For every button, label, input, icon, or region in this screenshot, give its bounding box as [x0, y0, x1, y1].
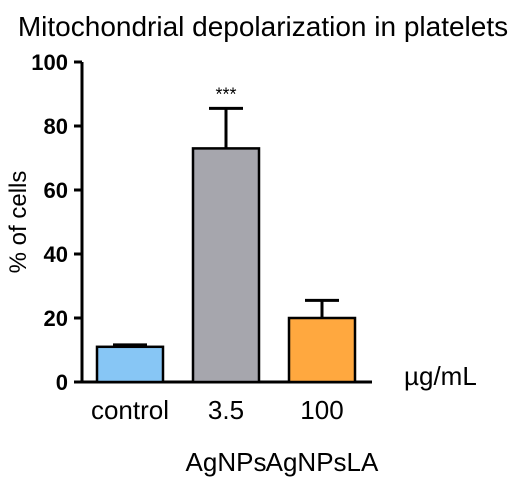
x-group-label: AgNPs [186, 447, 267, 477]
x-group-label: AgNPsLA [266, 447, 379, 477]
x-category-label: 100 [300, 395, 343, 425]
y-tick-label: 60 [44, 178, 68, 203]
significance-label: *** [215, 84, 236, 104]
y-tick-label: 0 [56, 370, 68, 395]
x-category-label: control [91, 395, 169, 425]
y-tick-label: 40 [44, 242, 68, 267]
y-tick-label: 20 [44, 306, 68, 331]
x-category-label: 3.5 [208, 395, 244, 425]
y-axis-label: % of cells [5, 171, 32, 274]
y-tick-label: 100 [31, 50, 68, 75]
x-axis-labels: control 3.5 AgNPs 100 AgNPsLA [91, 395, 379, 477]
unit-label: µg/mL [404, 361, 477, 391]
bars-group: *** [95, 84, 357, 384]
bar [191, 147, 261, 384]
chart-title: Mitochondrial depolarization in platelet… [18, 11, 508, 42]
bar [287, 316, 357, 384]
y-tick-label: 80 [44, 114, 68, 139]
bar [95, 345, 165, 384]
